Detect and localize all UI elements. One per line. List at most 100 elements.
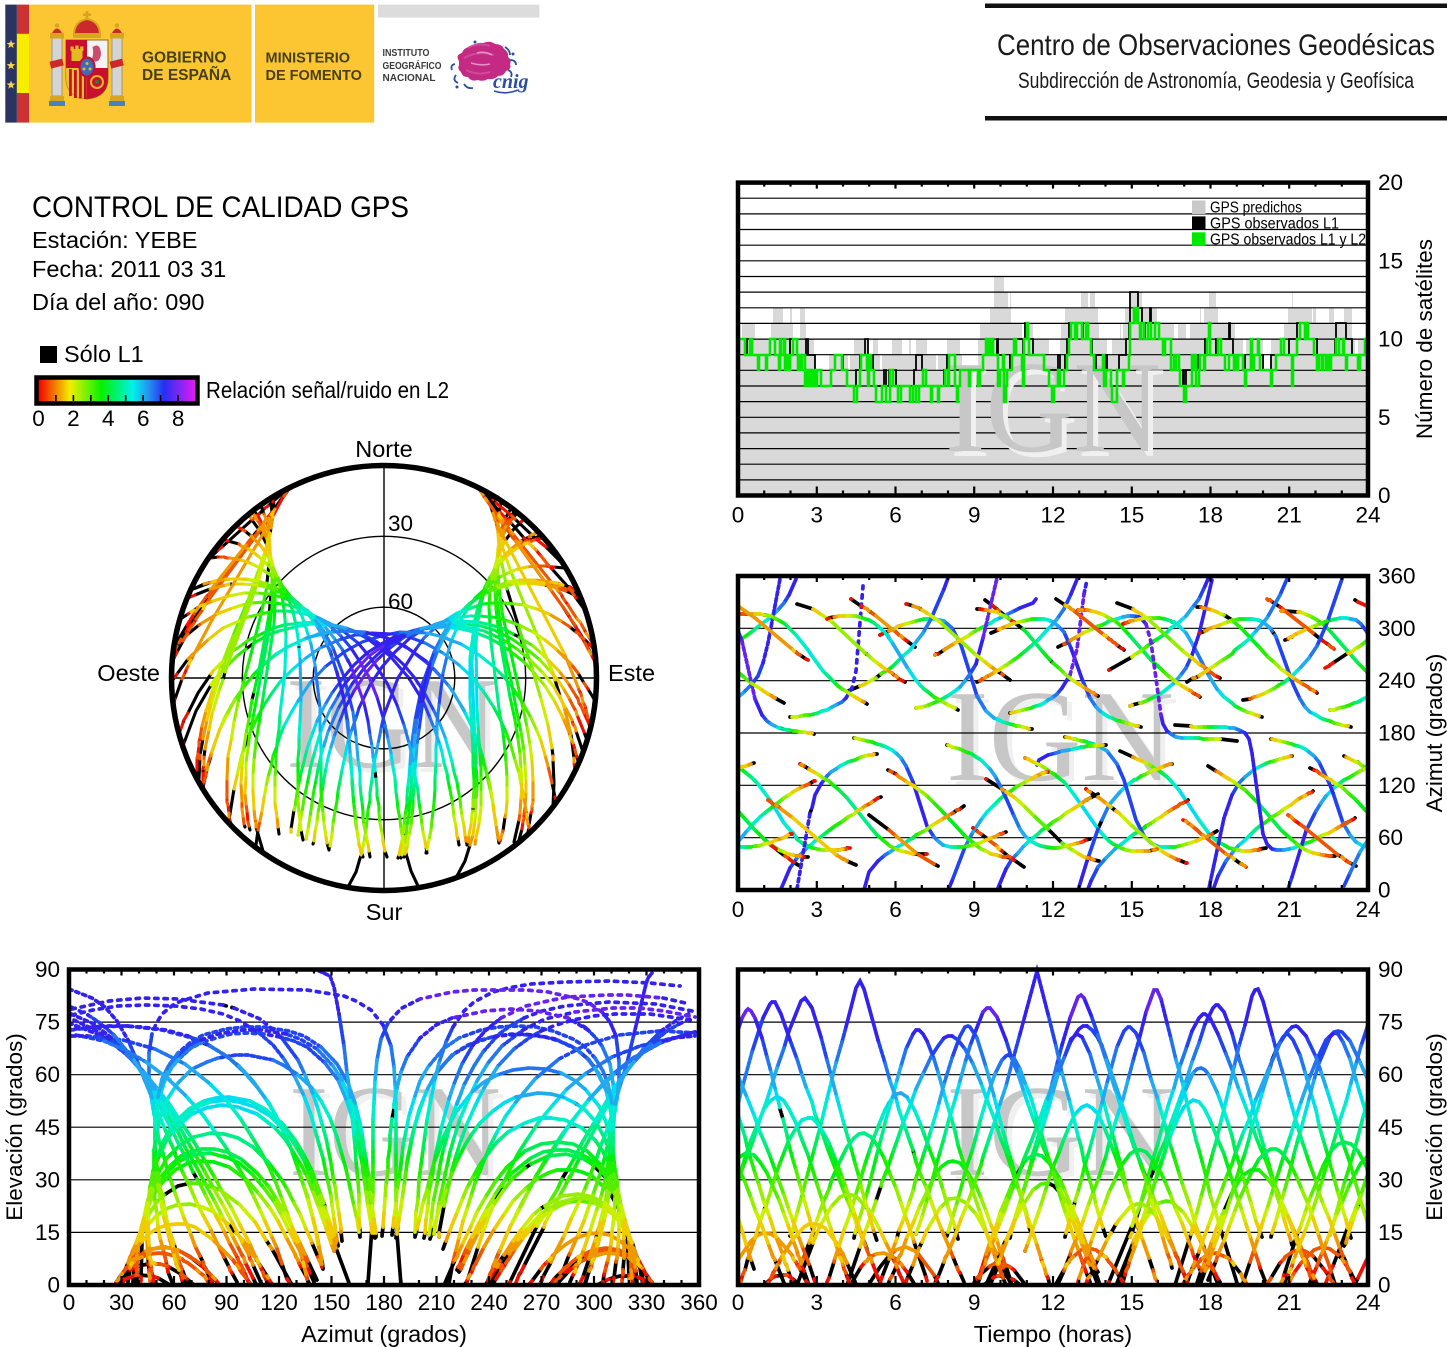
svg-text:Número de satélites: Número de satélites (1412, 239, 1437, 439)
svg-text:3: 3 (810, 897, 823, 922)
svg-text:Centro de Observaciones Geodés: Centro de Observaciones Geodésicas (997, 29, 1435, 62)
svg-text:4: 4 (102, 406, 115, 431)
svg-text:10: 10 (1378, 327, 1403, 352)
svg-text:Sur: Sur (366, 899, 403, 925)
svg-text:360: 360 (680, 1290, 718, 1315)
svg-text:15: 15 (1378, 1220, 1403, 1245)
svg-text:21: 21 (1277, 897, 1302, 922)
svg-text:MINISTERIO: MINISTERIO (266, 51, 351, 67)
svg-text:18: 18 (1198, 897, 1223, 922)
svg-text:120: 120 (1378, 773, 1416, 798)
svg-text:0: 0 (732, 503, 745, 528)
svg-text:210: 210 (418, 1290, 456, 1315)
svg-text:Elevación (grados): Elevación (grados) (2, 1033, 27, 1221)
svg-text:0: 0 (63, 1290, 76, 1315)
svg-text:120: 120 (260, 1290, 298, 1315)
svg-text:Estación: YEBE: Estación: YEBE (32, 227, 197, 253)
svg-text:9: 9 (968, 1290, 981, 1315)
svg-text:240: 240 (1378, 668, 1416, 693)
svg-text:GPS predichos: GPS predichos (1210, 200, 1302, 217)
svg-text:15: 15 (35, 1220, 60, 1245)
svg-text:6: 6 (137, 406, 150, 431)
svg-text:8: 8 (172, 406, 185, 431)
svg-text:24: 24 (1355, 897, 1380, 922)
svg-text:cnig: cnig (493, 71, 529, 93)
svg-text:Relación señal/ruido en L2: Relación señal/ruido en L2 (206, 377, 449, 403)
svg-text:9: 9 (968, 897, 981, 922)
svg-text:6: 6 (889, 897, 902, 922)
svg-text:90: 90 (214, 1290, 239, 1315)
svg-text:60: 60 (388, 589, 413, 614)
svg-text:30: 30 (109, 1290, 134, 1315)
svg-text:Sólo L1: Sólo L1 (64, 341, 144, 367)
svg-text:75: 75 (35, 1010, 60, 1035)
svg-text:300: 300 (1378, 616, 1416, 641)
svg-text:330: 330 (628, 1290, 666, 1315)
svg-text:Tiempo (horas): Tiempo (horas) (974, 1321, 1132, 1347)
svg-text:90: 90 (1378, 957, 1403, 982)
svg-text:270: 270 (523, 1290, 561, 1315)
svg-text:60: 60 (35, 1062, 60, 1087)
svg-text:15: 15 (1119, 503, 1144, 528)
svg-text:12: 12 (1040, 897, 1065, 922)
svg-text:GPS observados L1: GPS observados L1 (1210, 215, 1339, 232)
svg-text:45: 45 (35, 1115, 60, 1140)
svg-text:24: 24 (1355, 503, 1380, 528)
svg-text:6: 6 (889, 1290, 902, 1315)
svg-text:24: 24 (1355, 1290, 1380, 1315)
svg-text:INSTITUTO: INSTITUTO (383, 47, 430, 59)
svg-text:Fecha: 2011 03 31: Fecha: 2011 03 31 (32, 256, 226, 282)
svg-text:0: 0 (732, 1290, 745, 1315)
svg-text:180: 180 (365, 1290, 403, 1315)
svg-text:360: 360 (1378, 564, 1416, 589)
svg-text:3: 3 (810, 503, 823, 528)
svg-text:Elevación (grados): Elevación (grados) (1422, 1033, 1447, 1221)
svg-text:0: 0 (732, 897, 745, 922)
svg-text:60: 60 (1378, 1062, 1403, 1087)
svg-text:DE FOMENTO: DE FOMENTO (266, 68, 362, 84)
svg-text:150: 150 (313, 1290, 351, 1315)
svg-text:21: 21 (1277, 1290, 1302, 1315)
svg-text:Oeste: Oeste (97, 660, 160, 686)
svg-text:2: 2 (67, 406, 80, 431)
svg-text:18: 18 (1198, 1290, 1223, 1315)
svg-text:Azimut (grados): Azimut (grados) (301, 1321, 467, 1347)
svg-text:6: 6 (889, 503, 902, 528)
svg-text:20: 20 (1378, 170, 1403, 195)
svg-text:21: 21 (1277, 503, 1302, 528)
svg-text:12: 12 (1040, 503, 1065, 528)
svg-text:180: 180 (1378, 721, 1416, 746)
svg-text:15: 15 (1119, 897, 1144, 922)
svg-text:30: 30 (388, 511, 413, 536)
svg-text:DE ESPAÑA: DE ESPAÑA (142, 66, 231, 84)
svg-text:75: 75 (1378, 1010, 1403, 1035)
svg-text:NACIONAL: NACIONAL (383, 72, 437, 84)
svg-text:IGN: IGN (945, 335, 1161, 480)
svg-text:0: 0 (47, 1273, 60, 1298)
svg-text:18: 18 (1198, 503, 1223, 528)
svg-text:GEOGRÁFICO: GEOGRÁFICO (383, 59, 442, 72)
svg-text:12: 12 (1040, 1290, 1065, 1315)
svg-text:15: 15 (1119, 1290, 1144, 1315)
svg-text:60: 60 (161, 1290, 186, 1315)
svg-text:240: 240 (470, 1290, 508, 1315)
svg-text:CONTROL DE CALIDAD GPS: CONTROL DE CALIDAD GPS (32, 191, 409, 224)
svg-text:90: 90 (35, 957, 60, 982)
svg-text:IGN: IGN (951, 669, 1179, 814)
svg-text:IGN: IGN (946, 664, 1174, 809)
svg-text:Día del año: 090: Día del año: 090 (32, 289, 204, 315)
svg-text:30: 30 (35, 1167, 60, 1192)
svg-text:45: 45 (1378, 1115, 1403, 1140)
svg-text:5: 5 (1378, 405, 1391, 430)
svg-text:300: 300 (575, 1290, 613, 1315)
svg-text:0: 0 (1378, 878, 1391, 903)
svg-text:0: 0 (1378, 483, 1391, 508)
svg-text:15: 15 (1378, 248, 1403, 273)
svg-text:Azimut (grados): Azimut (grados) (1422, 654, 1447, 813)
svg-text:Norte: Norte (355, 436, 412, 462)
svg-text:9: 9 (968, 503, 981, 528)
svg-text:60: 60 (1378, 825, 1403, 850)
svg-text:Subdirección de Astronomía, Ge: Subdirección de Astronomía, Geodesia y G… (1018, 68, 1415, 93)
svg-text:0: 0 (1378, 1273, 1391, 1298)
svg-text:30: 30 (1378, 1167, 1403, 1192)
